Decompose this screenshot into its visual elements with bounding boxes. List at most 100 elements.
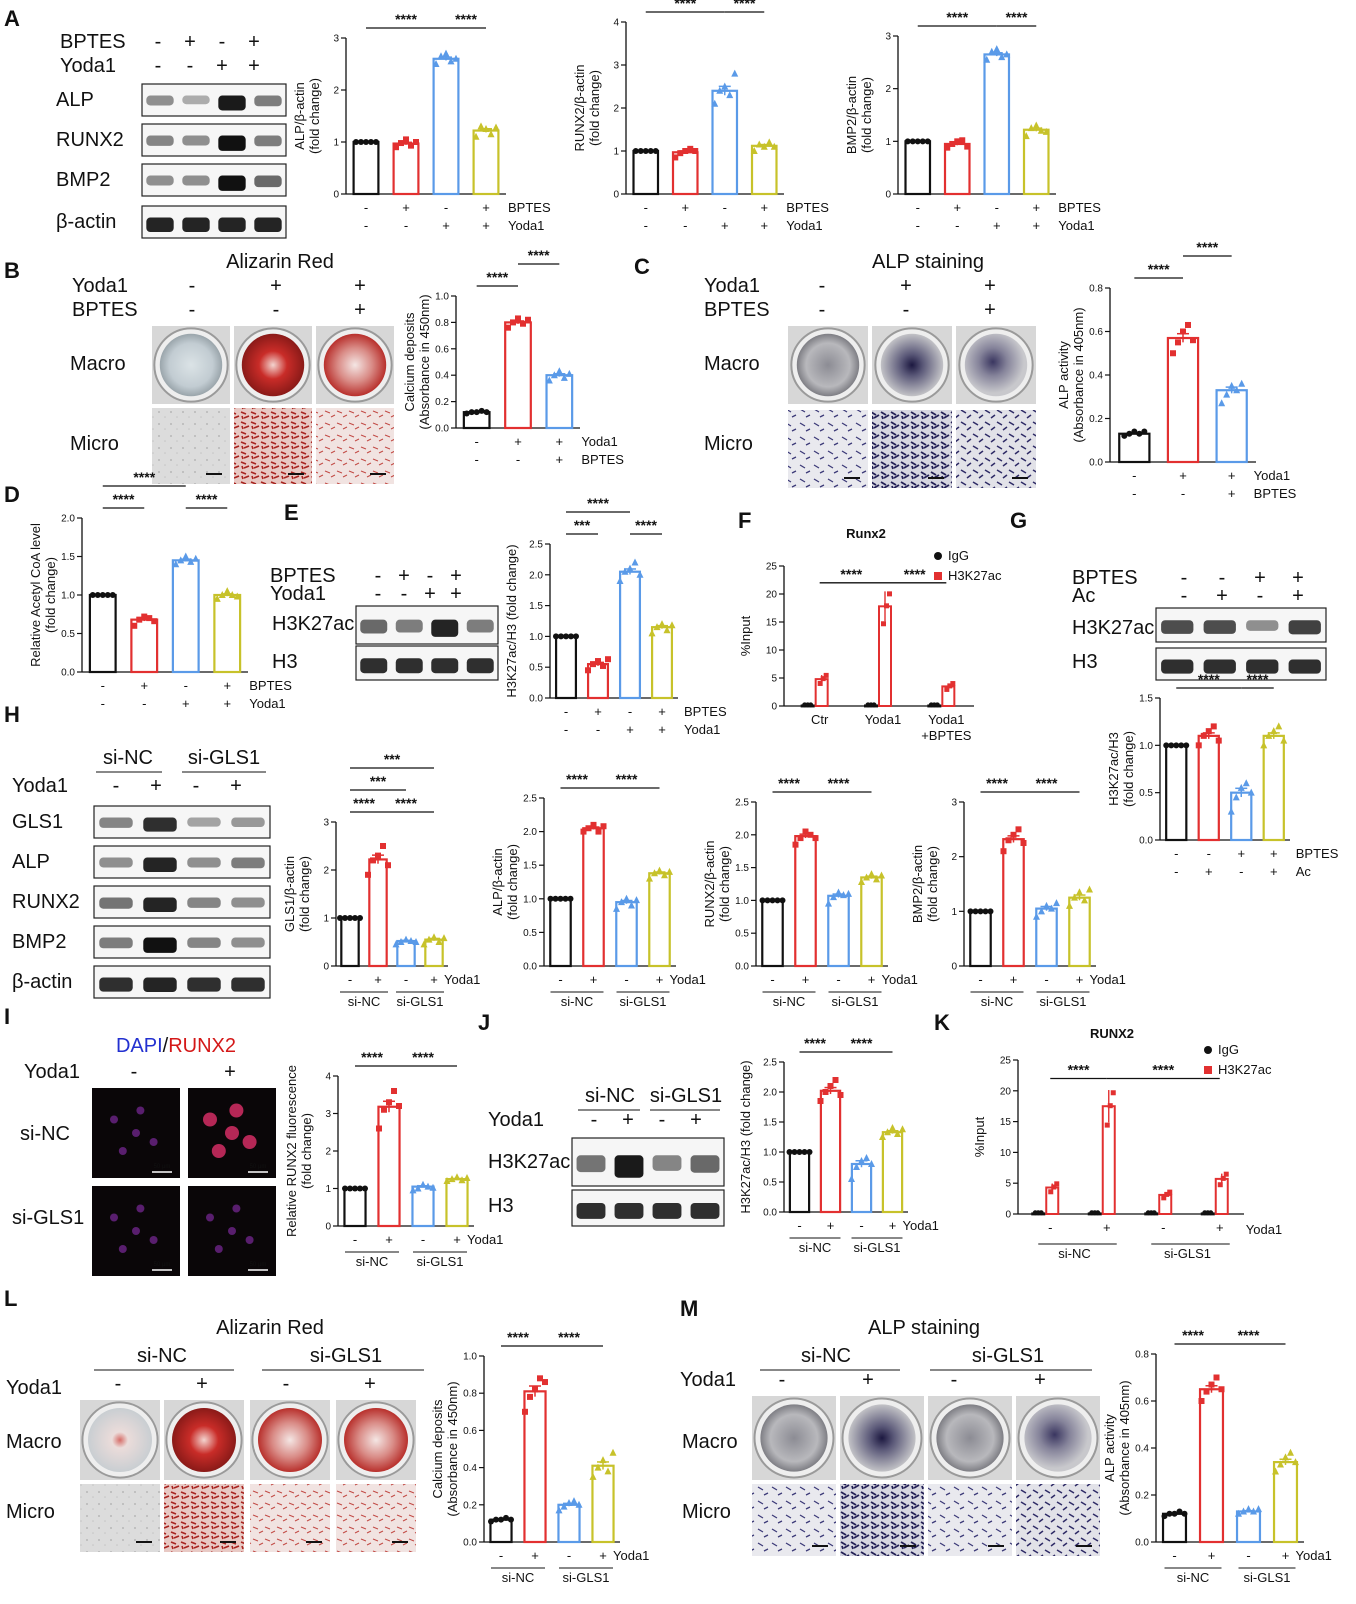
condition-sign: + — [1228, 468, 1236, 483]
row-label-blot: BMP2 — [12, 931, 66, 953]
data-point — [381, 1106, 387, 1113]
condition-sign: + — [398, 565, 410, 587]
condition-sign: - — [401, 583, 408, 605]
data-point — [765, 138, 773, 146]
micro-image — [234, 408, 312, 484]
blot-band — [254, 175, 282, 188]
group-label: si-NC — [502, 1570, 535, 1585]
data-point — [376, 1125, 382, 1132]
y-tick-label: 1.0 — [435, 292, 449, 303]
data-point — [1038, 907, 1045, 915]
chart-J1: 0.0 0.5 1.0 1.5 2.0 2.5 H3K27ac/H3 (fold chang… — [738, 1035, 939, 1255]
group-label: si-GLS1 — [620, 994, 667, 1009]
y-axis-label: GLS1/β-actin(fold change) — [282, 856, 312, 932]
condition-sign: - — [1207, 846, 1211, 861]
macro-image — [250, 1400, 330, 1480]
condition-sign: + — [1076, 972, 1084, 987]
data-point — [443, 1177, 451, 1184]
data-point — [1107, 1103, 1113, 1109]
data-point — [632, 148, 639, 154]
row-label-micro: Micro — [704, 433, 753, 455]
row-label-yoda1: Yoda1 — [6, 1377, 62, 1399]
bar — [554, 635, 578, 700]
data-point — [1071, 893, 1078, 901]
chart-A3: 0 1 2 3 BMP2/β-actin(fold change) **** **** - + -… — [844, 9, 1101, 233]
condition-sign: - — [364, 218, 368, 233]
bar — [88, 593, 117, 674]
cell-nucleus — [245, 1236, 254, 1244]
data-point — [412, 938, 420, 945]
data-point — [770, 142, 778, 150]
data-point — [1020, 840, 1027, 846]
row-label-macro: Macro — [704, 353, 760, 375]
data-point — [786, 1149, 793, 1155]
y-axis-label: Calcium deposits(Absorbance in 450nm) — [402, 294, 432, 429]
blot-h3k27ac — [1155, 607, 1327, 643]
data-point — [472, 132, 480, 140]
data-point — [563, 633, 569, 640]
micro-image — [840, 1484, 924, 1556]
condition-label-yoda1: Yoda1 — [1246, 1222, 1282, 1237]
blot-band — [182, 217, 210, 233]
condition-label: BPTES — [1254, 486, 1297, 501]
well-stain — [258, 1408, 322, 1472]
data-point — [1280, 736, 1288, 744]
panel-label-B: B — [4, 258, 20, 283]
condition-sign: + — [1292, 567, 1304, 589]
blot-band — [254, 95, 282, 107]
condition-label: BPTES — [684, 704, 727, 719]
y-tick-label: 15 — [1000, 1117, 1012, 1128]
cell-nucleus — [149, 1138, 158, 1146]
blot-frame — [93, 805, 271, 839]
micro-image — [956, 410, 1036, 488]
data-point — [525, 316, 531, 323]
condition-sign: + — [1270, 864, 1278, 879]
micro-image — [1016, 1484, 1100, 1556]
data-point — [386, 1099, 392, 1106]
condition-sign: + — [230, 775, 242, 797]
significance-stars: **** — [986, 775, 1008, 791]
condition-sign: - — [903, 299, 910, 321]
y-axis-label: ALP activity(Absorbance in 405nm) — [1056, 307, 1086, 442]
data-point — [884, 603, 889, 609]
condition-sign: - — [644, 218, 648, 233]
data-point — [1205, 728, 1212, 735]
condition-label: BPTES — [581, 452, 624, 467]
condition-sign: - — [189, 275, 196, 297]
group-label: si-NC — [773, 994, 806, 1009]
blot-h3 — [355, 645, 499, 681]
blot-band — [1246, 620, 1279, 631]
y-axis-label-line: (Absorbance in 405nm) — [1071, 307, 1086, 442]
y-tick-label: 0 — [771, 702, 777, 713]
y-tick-label: 15 — [766, 618, 778, 629]
data-point — [858, 878, 865, 886]
condition-sign: + — [450, 565, 462, 587]
data-point — [562, 895, 569, 902]
data-point — [613, 904, 620, 912]
data-point — [919, 138, 926, 145]
bar — [943, 142, 971, 196]
data-point — [575, 1500, 583, 1508]
blot-band — [360, 658, 388, 674]
data-point — [944, 144, 951, 151]
data-point — [357, 1185, 363, 1192]
row-label-bptes: BPTES — [270, 565, 336, 587]
bar — [1022, 128, 1050, 196]
y-tick-label: 2.5 — [523, 794, 537, 805]
blot-band — [99, 857, 133, 868]
y-tick-label: 1.0 — [523, 894, 537, 905]
data-point — [750, 147, 758, 154]
blot-band — [395, 619, 423, 633]
data-point — [1176, 1508, 1183, 1515]
row-label-macro: Macro — [682, 1431, 738, 1453]
condition-sign: - — [1174, 864, 1178, 879]
blot-band — [1288, 620, 1321, 635]
data-point — [590, 661, 596, 668]
y-tick-label: 1.0 — [735, 896, 749, 907]
micro-image — [788, 410, 868, 488]
data-point — [109, 592, 116, 598]
group-label: si-GLS1 — [1040, 994, 1087, 1009]
title-sep: / — [163, 1035, 169, 1057]
well-stain — [936, 1404, 1004, 1472]
bar — [352, 140, 380, 196]
